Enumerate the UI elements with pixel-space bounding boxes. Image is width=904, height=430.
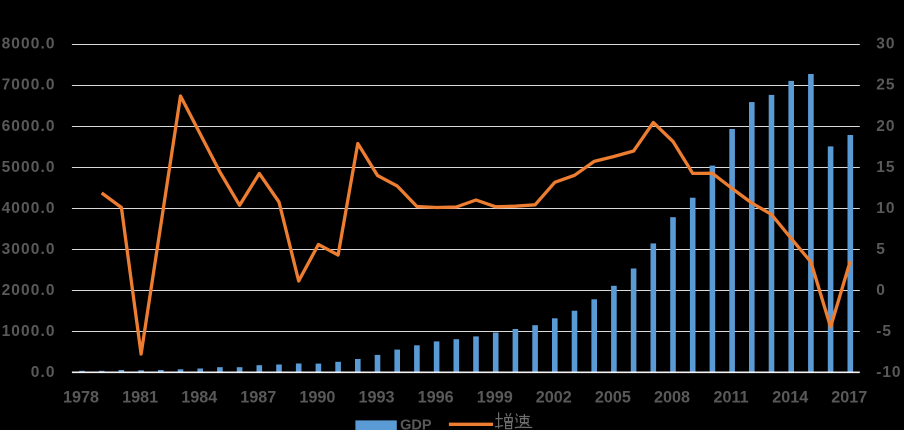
svg-text:5: 5 bbox=[876, 241, 886, 258]
svg-text:30: 30 bbox=[876, 36, 895, 53]
svg-text:3000.0: 3000.0 bbox=[2, 241, 56, 258]
svg-text:0: 0 bbox=[876, 282, 886, 299]
svg-text:1999: 1999 bbox=[477, 389, 513, 407]
svg-text:2008: 2008 bbox=[654, 389, 690, 407]
svg-text:1987: 1987 bbox=[240, 389, 276, 407]
svg-text:1981: 1981 bbox=[122, 389, 158, 407]
svg-text:6000.0: 6000.0 bbox=[2, 118, 56, 135]
svg-text:-5: -5 bbox=[876, 323, 892, 340]
svg-text:GDP: GDP bbox=[400, 417, 432, 430]
svg-text:2011: 2011 bbox=[714, 389, 749, 407]
svg-text:8000.0: 8000.0 bbox=[2, 36, 56, 53]
svg-text:2000.0: 2000.0 bbox=[2, 282, 56, 299]
svg-text:2005: 2005 bbox=[595, 389, 631, 407]
svg-text:1996: 1996 bbox=[418, 389, 454, 407]
svg-text:25: 25 bbox=[876, 77, 895, 94]
svg-text:2017: 2017 bbox=[831, 389, 867, 407]
svg-text:15: 15 bbox=[876, 159, 895, 176]
svg-text:0.0: 0.0 bbox=[31, 364, 56, 381]
svg-text:1993: 1993 bbox=[358, 389, 394, 407]
svg-text:1990: 1990 bbox=[299, 389, 335, 407]
svg-text:1978: 1978 bbox=[63, 389, 99, 407]
svg-text:2002: 2002 bbox=[536, 389, 572, 407]
svg-text:-10: -10 bbox=[876, 364, 901, 381]
svg-text:4000.0: 4000.0 bbox=[2, 200, 56, 217]
svg-text:2014: 2014 bbox=[772, 389, 808, 407]
svg-text:1984: 1984 bbox=[181, 389, 217, 407]
svg-text:5000.0: 5000.0 bbox=[2, 159, 56, 176]
svg-text:20: 20 bbox=[876, 118, 895, 135]
svg-text:10: 10 bbox=[876, 200, 895, 217]
svg-text:1000.0: 1000.0 bbox=[2, 323, 56, 340]
svg-text:7000.0: 7000.0 bbox=[2, 77, 56, 94]
